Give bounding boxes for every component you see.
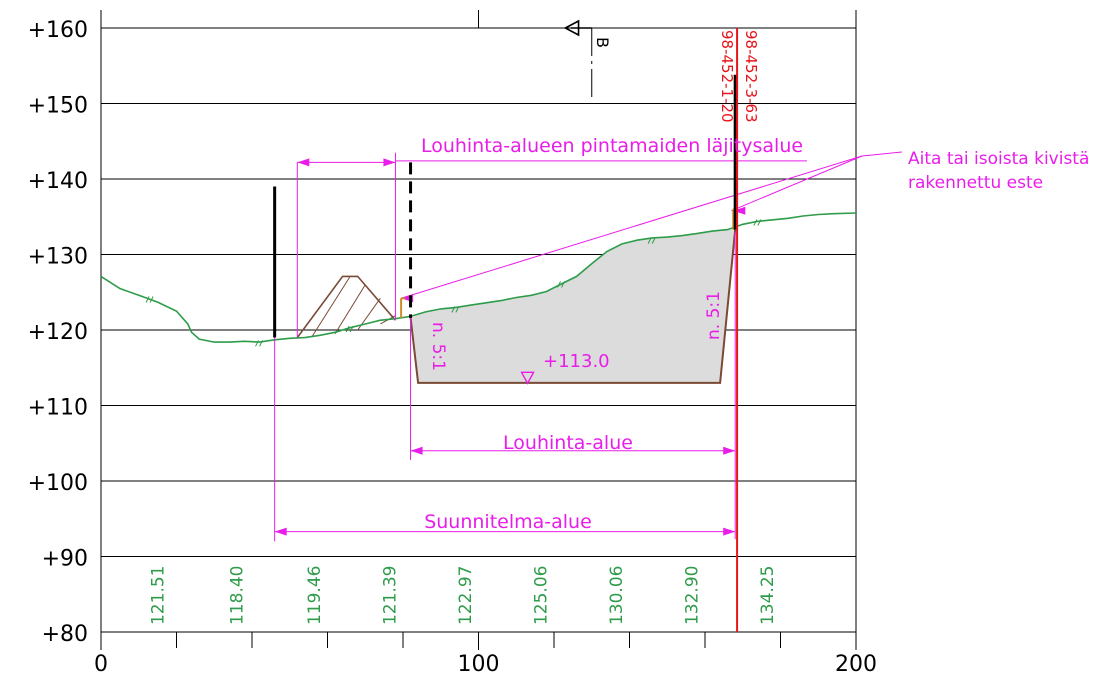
excavation-cut-line [409,229,737,384]
boundary-id-right: 98-452-3-63 [742,30,760,123]
dimension-arrow [274,527,287,536]
section-marker-arrow [563,19,580,37]
station-value: 122.97 [456,566,476,625]
y-axis-labels: +160 +150 +140 +130 +120 +110 +100 +90 +80 [28,18,88,647]
dimension-arrow [733,206,746,215]
grass-mark [753,219,762,226]
grass-mark [557,281,565,288]
stockpile-hatch [311,276,351,337]
y-tick-label: +150 [28,94,88,119]
grass-mark [255,340,263,347]
ground-profile [100,212,857,347]
grass-mark [451,306,460,313]
y-tick-label: +100 [28,471,88,496]
slope-label-left: n. 5:1 [428,322,448,371]
dimension-arrow [723,527,736,536]
dimension-arrow [297,158,310,167]
grass-mark [345,325,354,333]
excavation-area [409,229,737,384]
section-lines [273,19,738,338]
station-value: 121.51 [148,566,168,625]
x-axis: 0 100 200 [94,632,877,677]
excavation-level-label: +113.0 [543,351,610,372]
dimension-arrow [723,446,736,455]
level-marker [520,371,535,385]
y-tick-label: +110 [28,396,88,421]
station-value: 118.40 [228,566,248,625]
y-tick-label: +80 [42,622,88,647]
x-tick-label: 100 [458,652,500,677]
grass-mark [145,296,154,303]
station-value: 130.06 [607,566,627,625]
labels: 121.51 118.40 119.46 121.39 122.97 125.06 130.… [148,30,1089,625]
excavation-fill [410,229,736,383]
station-value: 121.39 [380,566,400,625]
station-value: 119.46 [305,566,325,625]
x-tick-label: 0 [94,652,108,677]
ground-line [100,212,857,343]
section-marker-label: B [593,37,612,48]
annotation-line-1: Aita tai isoista kivistä [908,149,1089,169]
annotation-line-2: rakennettu este [908,173,1043,193]
excavation-area-label: Louhinta-alue [503,432,633,454]
plan-area-label: Suunnitelma-alue [424,511,592,533]
station-value: 132.90 [682,566,702,625]
y-tick-label: +90 [42,547,88,572]
y-tick-label: +160 [28,18,88,43]
dimension-lines [274,151,903,542]
y-tick-label: +140 [28,169,88,194]
leader-line [731,155,863,212]
station-value: 134.25 [758,566,778,625]
stockpile-hatch [334,284,366,335]
dimension-arrow [410,446,423,455]
grass-mark [647,237,656,244]
y-tick-label: +130 [28,245,88,270]
stockpile [296,275,397,339]
station-value: 125.06 [531,566,551,625]
slope-label-right: n. 5:1 [704,291,724,340]
dimension-arrow [383,158,396,167]
x-tick-label: 200 [835,652,877,677]
stockpile-area-label: Louhinta-alueen pintamaiden läjitysalue [421,135,803,157]
boundary-id-left: 98-452-1-20 [718,30,736,123]
y-tick-label: +120 [28,320,88,345]
